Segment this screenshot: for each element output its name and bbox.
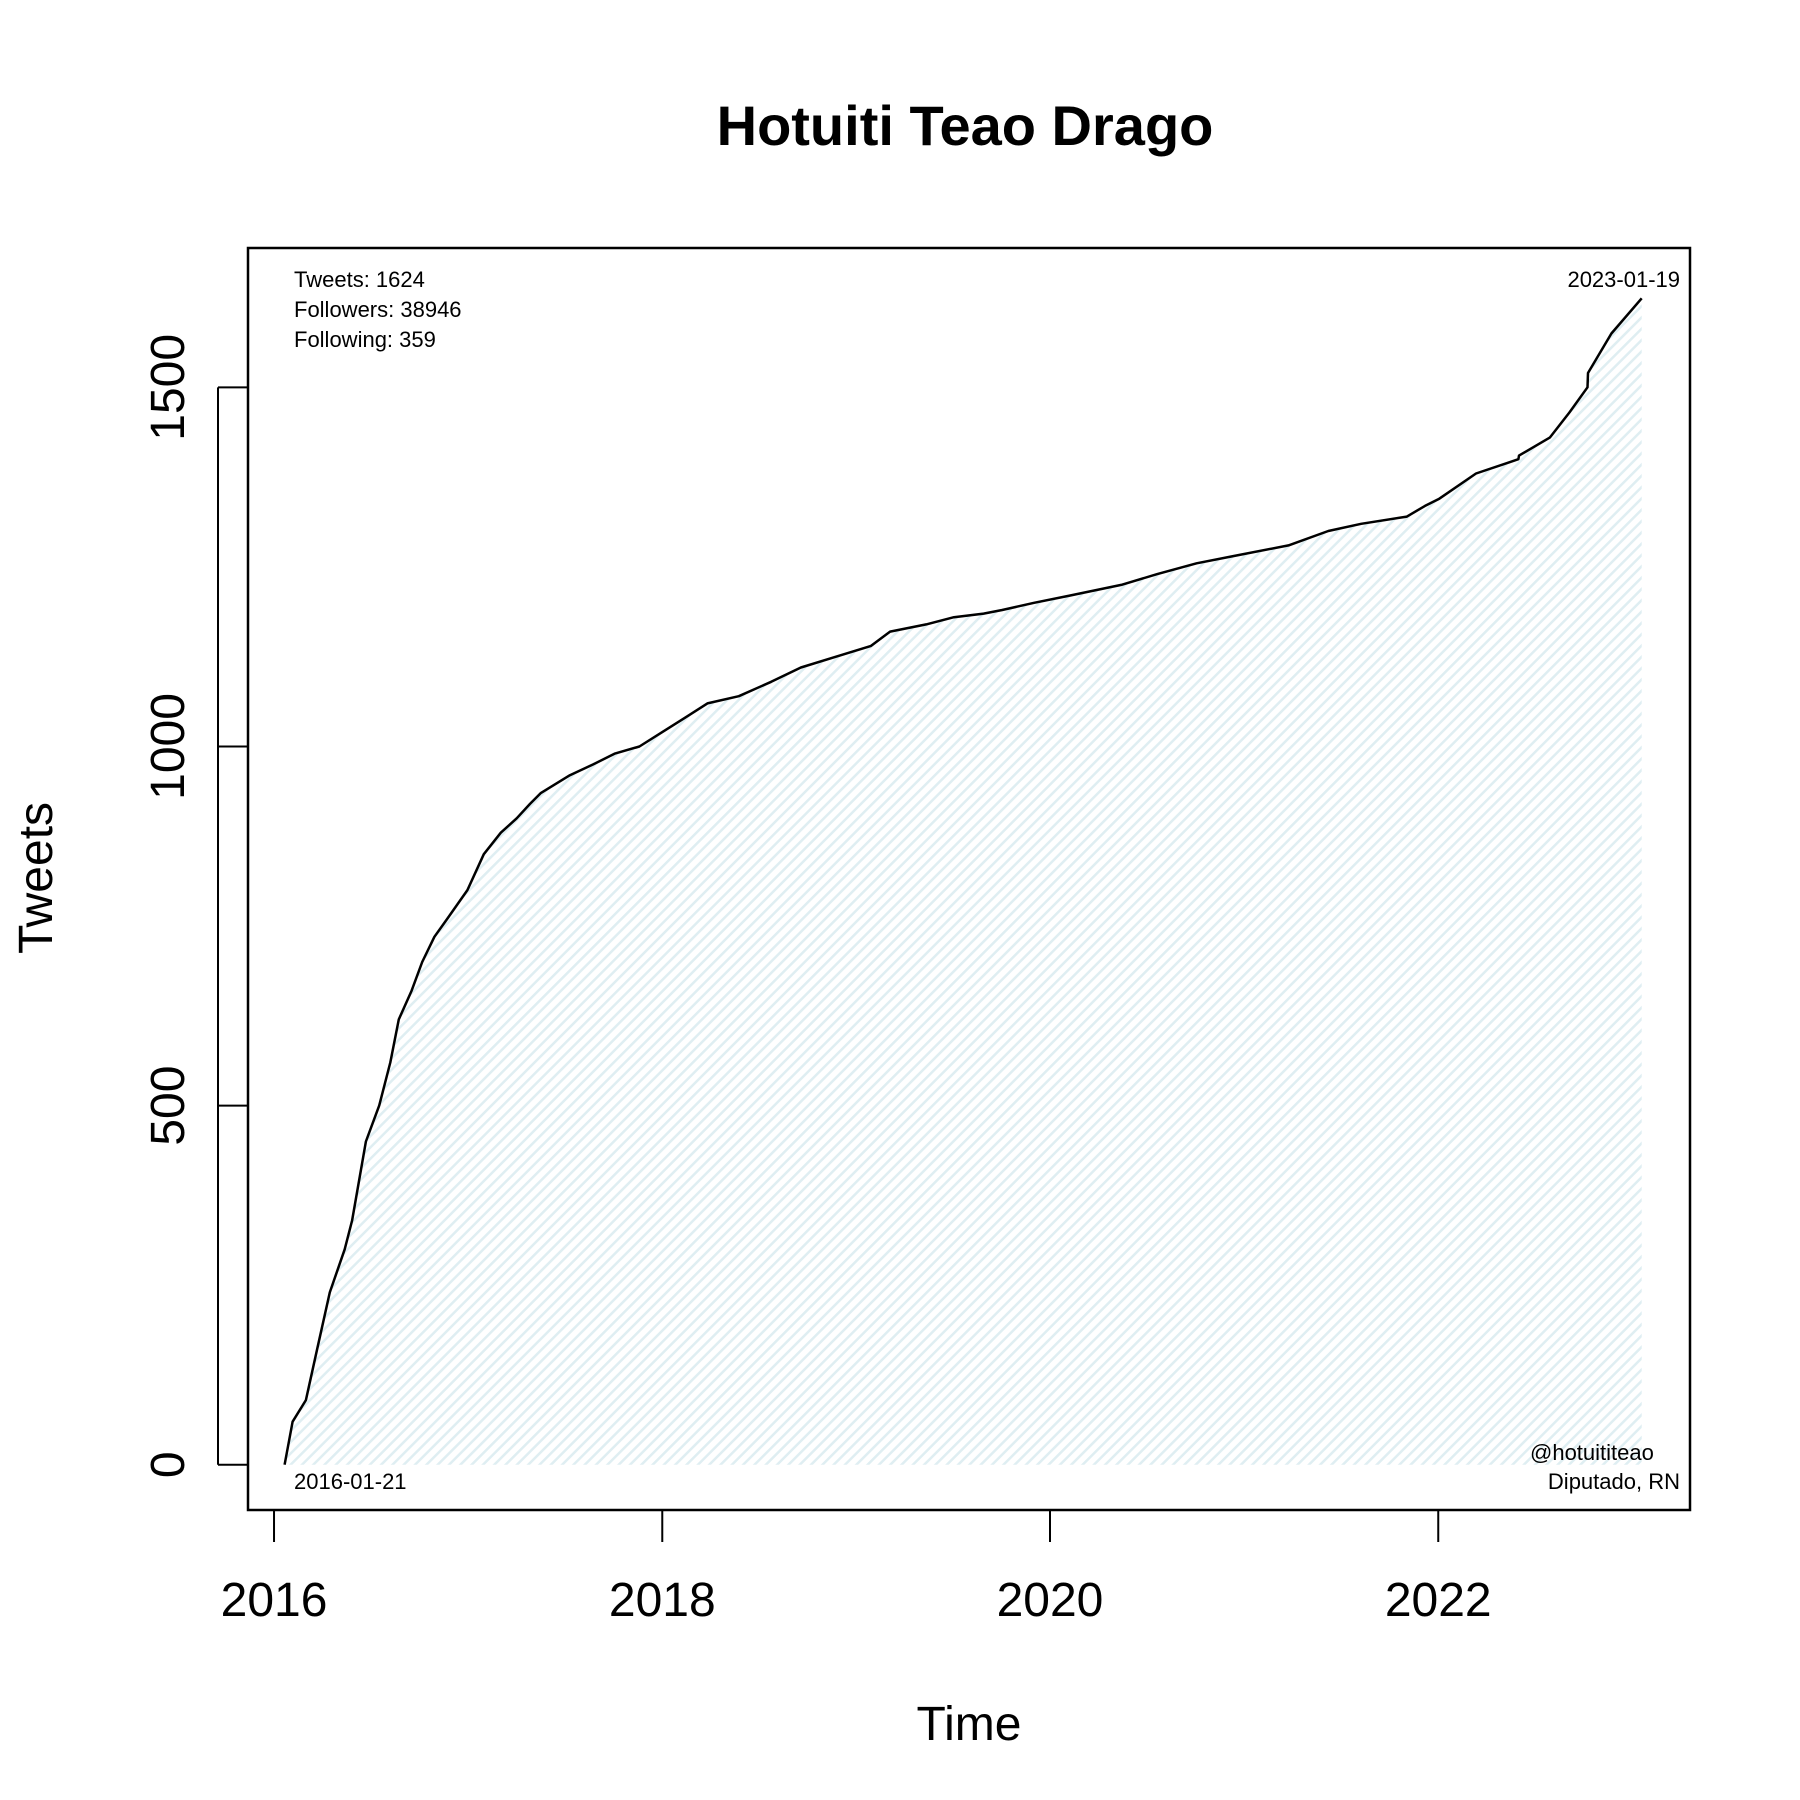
x-tick-label-0: 2016 <box>221 1574 328 1627</box>
stat-followers: Followers: 38946 <box>294 297 462 322</box>
stat-tweets: Tweets: 1624 <box>294 267 425 292</box>
x-tick-label-1: 2018 <box>609 1574 716 1627</box>
account-handle: @hotuititeao <box>1530 1440 1654 1465</box>
y-axis-label: Tweets <box>10 802 63 954</box>
series-line-0 <box>283 297 1643 1465</box>
x-axis-label: Time <box>917 1698 1022 1751</box>
account-description: Diputado, RN <box>1548 1469 1680 1494</box>
y-tick-label-1: 500 <box>142 1066 195 1146</box>
y-axis: 0 500 1000 1500 <box>142 334 248 1478</box>
x-tick-label-3: 2022 <box>1385 1574 1492 1627</box>
chart-title: Hotuiti Teao Drago <box>717 94 1214 157</box>
start-date-label: 2016-01-21 <box>294 1469 407 1494</box>
y-tick-label-3: 1500 <box>142 334 195 441</box>
y-tick-label-0: 0 <box>142 1451 195 1478</box>
x-tick-label-2: 2020 <box>997 1574 1104 1627</box>
x-axis: 2016 2018 2020 2022 <box>221 1509 1492 1627</box>
data-layer <box>283 297 1643 1465</box>
y-tick-label-2: 1000 <box>142 693 195 800</box>
end-date-label: 2023-01-19 <box>1567 267 1680 292</box>
series-area-0 <box>284 298 1642 1465</box>
stat-following: Following: 359 <box>294 327 436 352</box>
